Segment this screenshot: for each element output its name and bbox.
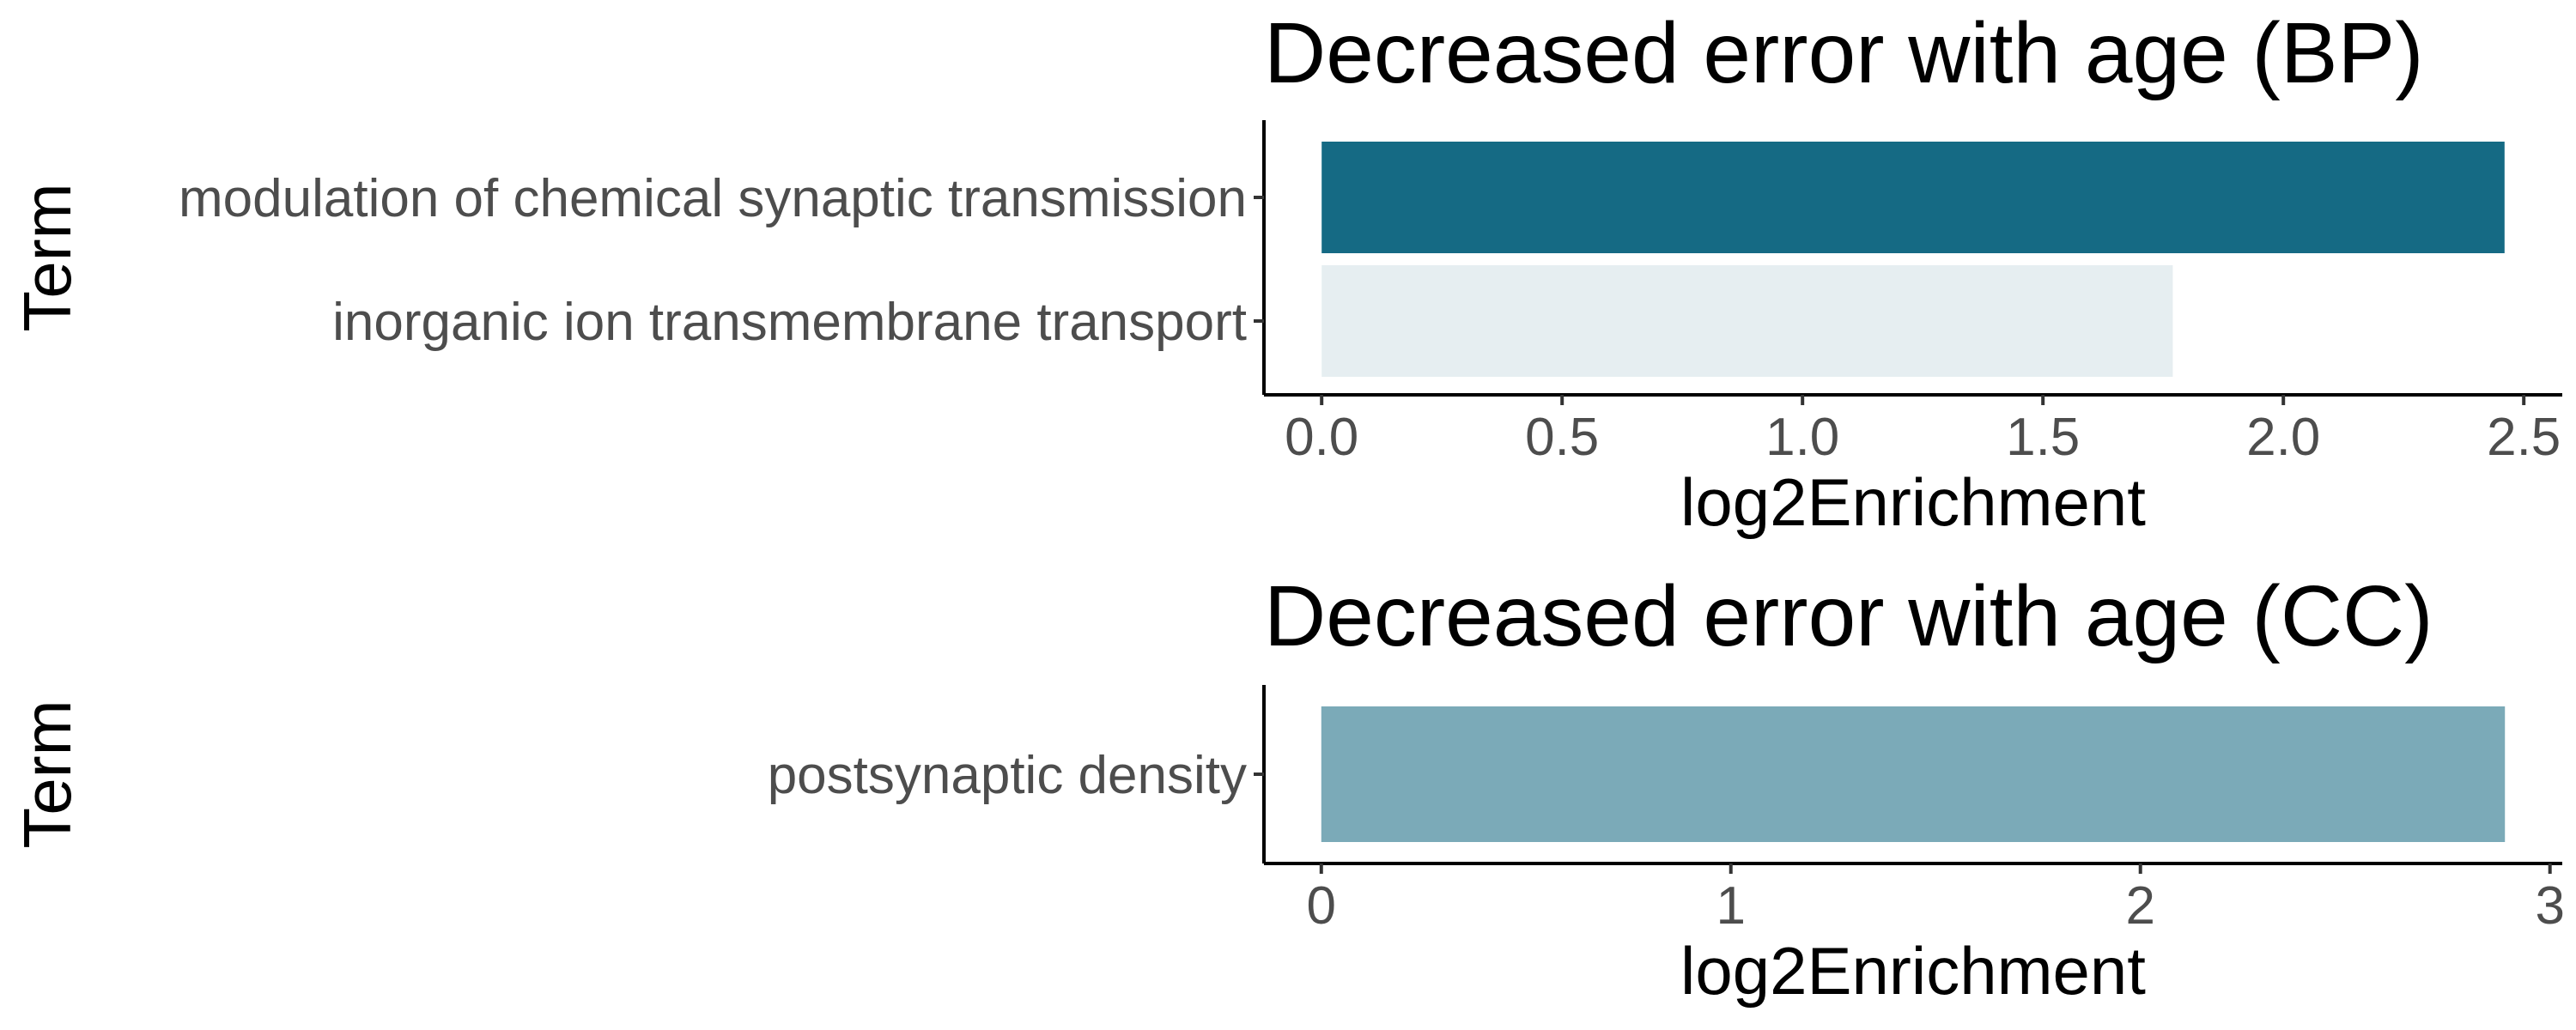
bar-cc-0: [1321, 706, 2506, 842]
bars-group-cc: [1321, 706, 2506, 842]
x-tick-label-cc-2: 2: [2125, 876, 2154, 936]
x-ticks-cc: 0 1 2 3: [1307, 863, 2565, 936]
category-labels-cc: postsynaptic density: [768, 746, 1264, 805]
y-axis-title-bp: Term: [9, 183, 85, 331]
chart-title-cc: Decreased error with age (CC): [1264, 568, 2433, 664]
x-tick-label-bp-0: 0.0: [1285, 408, 1358, 467]
category-labels-bp: modulation of chemical synaptic transmis…: [179, 169, 1264, 352]
x-tick-label-bp-4: 2.0: [2246, 408, 2320, 467]
x-tick-label-bp-3: 1.5: [2006, 408, 2080, 467]
category-label-bp-0: modulation of chemical synaptic transmis…: [179, 169, 1247, 228]
category-label-cc-0: postsynaptic density: [768, 746, 1247, 805]
chart-panel-cc: Decreased error with age (CC) Term posts…: [9, 568, 2565, 1009]
bar-bp-0: [1321, 142, 2505, 253]
x-tick-label-cc-1: 1: [1716, 876, 1746, 936]
x-tick-label-bp-1: 0.5: [1525, 408, 1599, 467]
x-axis-title-bp: log2Enrichment: [1680, 464, 2146, 540]
y-axis-title-cc: Term: [9, 700, 85, 848]
x-tick-label-bp-5: 2.5: [2487, 408, 2561, 467]
bars-group-bp: [1321, 142, 2505, 377]
x-tick-label-bp-2: 1.0: [1765, 408, 1839, 467]
x-tick-label-cc-0: 0: [1307, 876, 1336, 936]
category-label-bp-1: inorganic ion transmembrane transport: [332, 293, 1247, 352]
chart-title-bp: Decreased error with age (BP): [1264, 5, 2424, 101]
x-ticks-bp: 0.0 0.5 1.0 1.5 2.0 2.5: [1285, 395, 2561, 467]
x-tick-label-cc-3: 3: [2535, 876, 2564, 936]
x-axis-title-cc: log2Enrichment: [1680, 933, 2146, 1009]
bar-bp-1: [1321, 265, 2173, 377]
chart-panel-bp: Decreased error with age (BP) Term modul…: [9, 5, 2562, 540]
